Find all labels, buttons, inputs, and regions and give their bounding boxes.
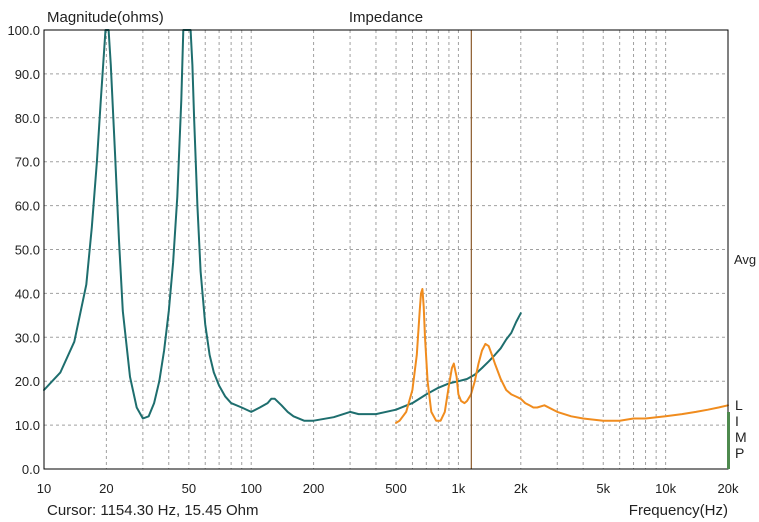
x-tick-label: 100 — [240, 481, 262, 496]
right-label: Avg — [734, 252, 756, 267]
y-tick-label: 40.0 — [15, 286, 40, 301]
y-tick-label: 80.0 — [15, 111, 40, 126]
x-tick-label: 20 — [99, 481, 113, 496]
y-axis-label: Magnitude(ohms) — [47, 9, 164, 26]
right-side-bar — [727, 412, 730, 469]
x-tick-label: 20k — [718, 481, 739, 496]
x-tick-label: 10 — [37, 481, 51, 496]
x-tick-label: 50 — [182, 481, 196, 496]
y-tick-label: 100.0 — [7, 23, 40, 38]
x-tick-label: 1k — [452, 481, 466, 496]
x-tick-label: 10k — [655, 481, 676, 496]
y-tick-labels: 0.0 10.0 20.0 30.0 40.0 50.0 60.0 70.0 80.0 90.0 1… — [7, 23, 40, 477]
x-tick-labels: 10 20 50 100 200 500 1k 2k 5k 10k 20k — [37, 481, 739, 496]
y-tick-label: 20.0 — [15, 374, 40, 389]
series-lines — [43, 29, 729, 424]
right-label: P — [735, 445, 744, 461]
plot-frame — [43, 29, 729, 470]
x-tick-label: 2k — [514, 481, 528, 496]
x-tick-label: 200 — [303, 481, 325, 496]
cursor-readout: Cursor: 1154.30 Hz, 15.45 Ohm — [47, 502, 259, 519]
right-label: M — [735, 429, 747, 445]
y-tick-label: 10.0 — [15, 418, 40, 433]
y-tick-label: 50.0 — [15, 243, 40, 258]
y-tick-label: 0.0 — [22, 462, 40, 477]
y-tick-label: 30.0 — [15, 330, 40, 345]
series-line — [43, 29, 522, 422]
x-axis-label: Frequency(Hz) — [629, 502, 728, 519]
right-label: I — [735, 413, 739, 429]
grid-lines — [44, 30, 728, 469]
right-label: L — [735, 397, 743, 413]
x-tick-label: 5k — [596, 481, 610, 496]
series-line — [395, 288, 729, 424]
y-tick-label: 70.0 — [15, 155, 40, 170]
y-tick-label: 60.0 — [15, 199, 40, 214]
y-tick-label: 90.0 — [15, 67, 40, 82]
chart-title: Impedance — [349, 9, 423, 26]
x-tick-label: 500 — [385, 481, 407, 496]
